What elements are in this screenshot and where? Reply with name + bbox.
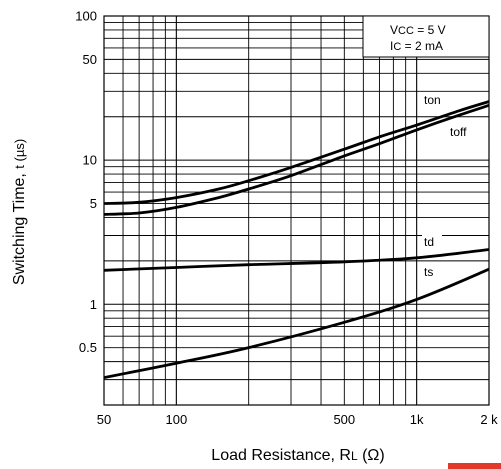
series-label-ts: ts xyxy=(424,265,433,279)
x-tick-label: 1k xyxy=(410,412,424,427)
condition-vcc: VCC = 5 V xyxy=(390,23,446,37)
series-line-td xyxy=(103,248,490,272)
series-line-toff xyxy=(103,103,490,216)
x-tick-label: 50 xyxy=(97,412,111,427)
series-label-ton: ton xyxy=(424,93,441,107)
curves xyxy=(103,100,490,379)
series-line-ts xyxy=(103,267,490,379)
y-tick-label: 0.5 xyxy=(79,340,97,355)
y-tick-label: 10 xyxy=(83,153,97,168)
y-tick-label: 50 xyxy=(83,52,97,67)
y-tick-label: 1 xyxy=(90,297,97,312)
y-tick-label: 5 xyxy=(90,196,97,211)
x-tick-label: 2 k xyxy=(480,412,498,427)
y-axis-title: Switching Time, t (µs) xyxy=(11,139,28,285)
y-tick-label: 100 xyxy=(75,9,97,24)
condition-ic: IC = 2 mA xyxy=(390,39,443,53)
x-tick-label: 500 xyxy=(333,412,355,427)
plot-frame xyxy=(103,15,490,406)
accent-bar xyxy=(448,463,501,469)
x-axis-title: Load Resistance, RL (Ω) xyxy=(211,447,384,464)
tick-labels: 50 100 500 1k 2 k 100 50 10 5 1 0.5 xyxy=(75,9,498,428)
series-label-toff: toff xyxy=(450,125,467,139)
x-tick-label: 100 xyxy=(165,412,187,427)
series-line-ton xyxy=(103,100,490,205)
series-label-td: td xyxy=(424,235,434,249)
conditions-box: VCC = 5 V IC = 2 mA xyxy=(362,15,490,58)
series-labels: ton toff td ts xyxy=(422,92,478,280)
